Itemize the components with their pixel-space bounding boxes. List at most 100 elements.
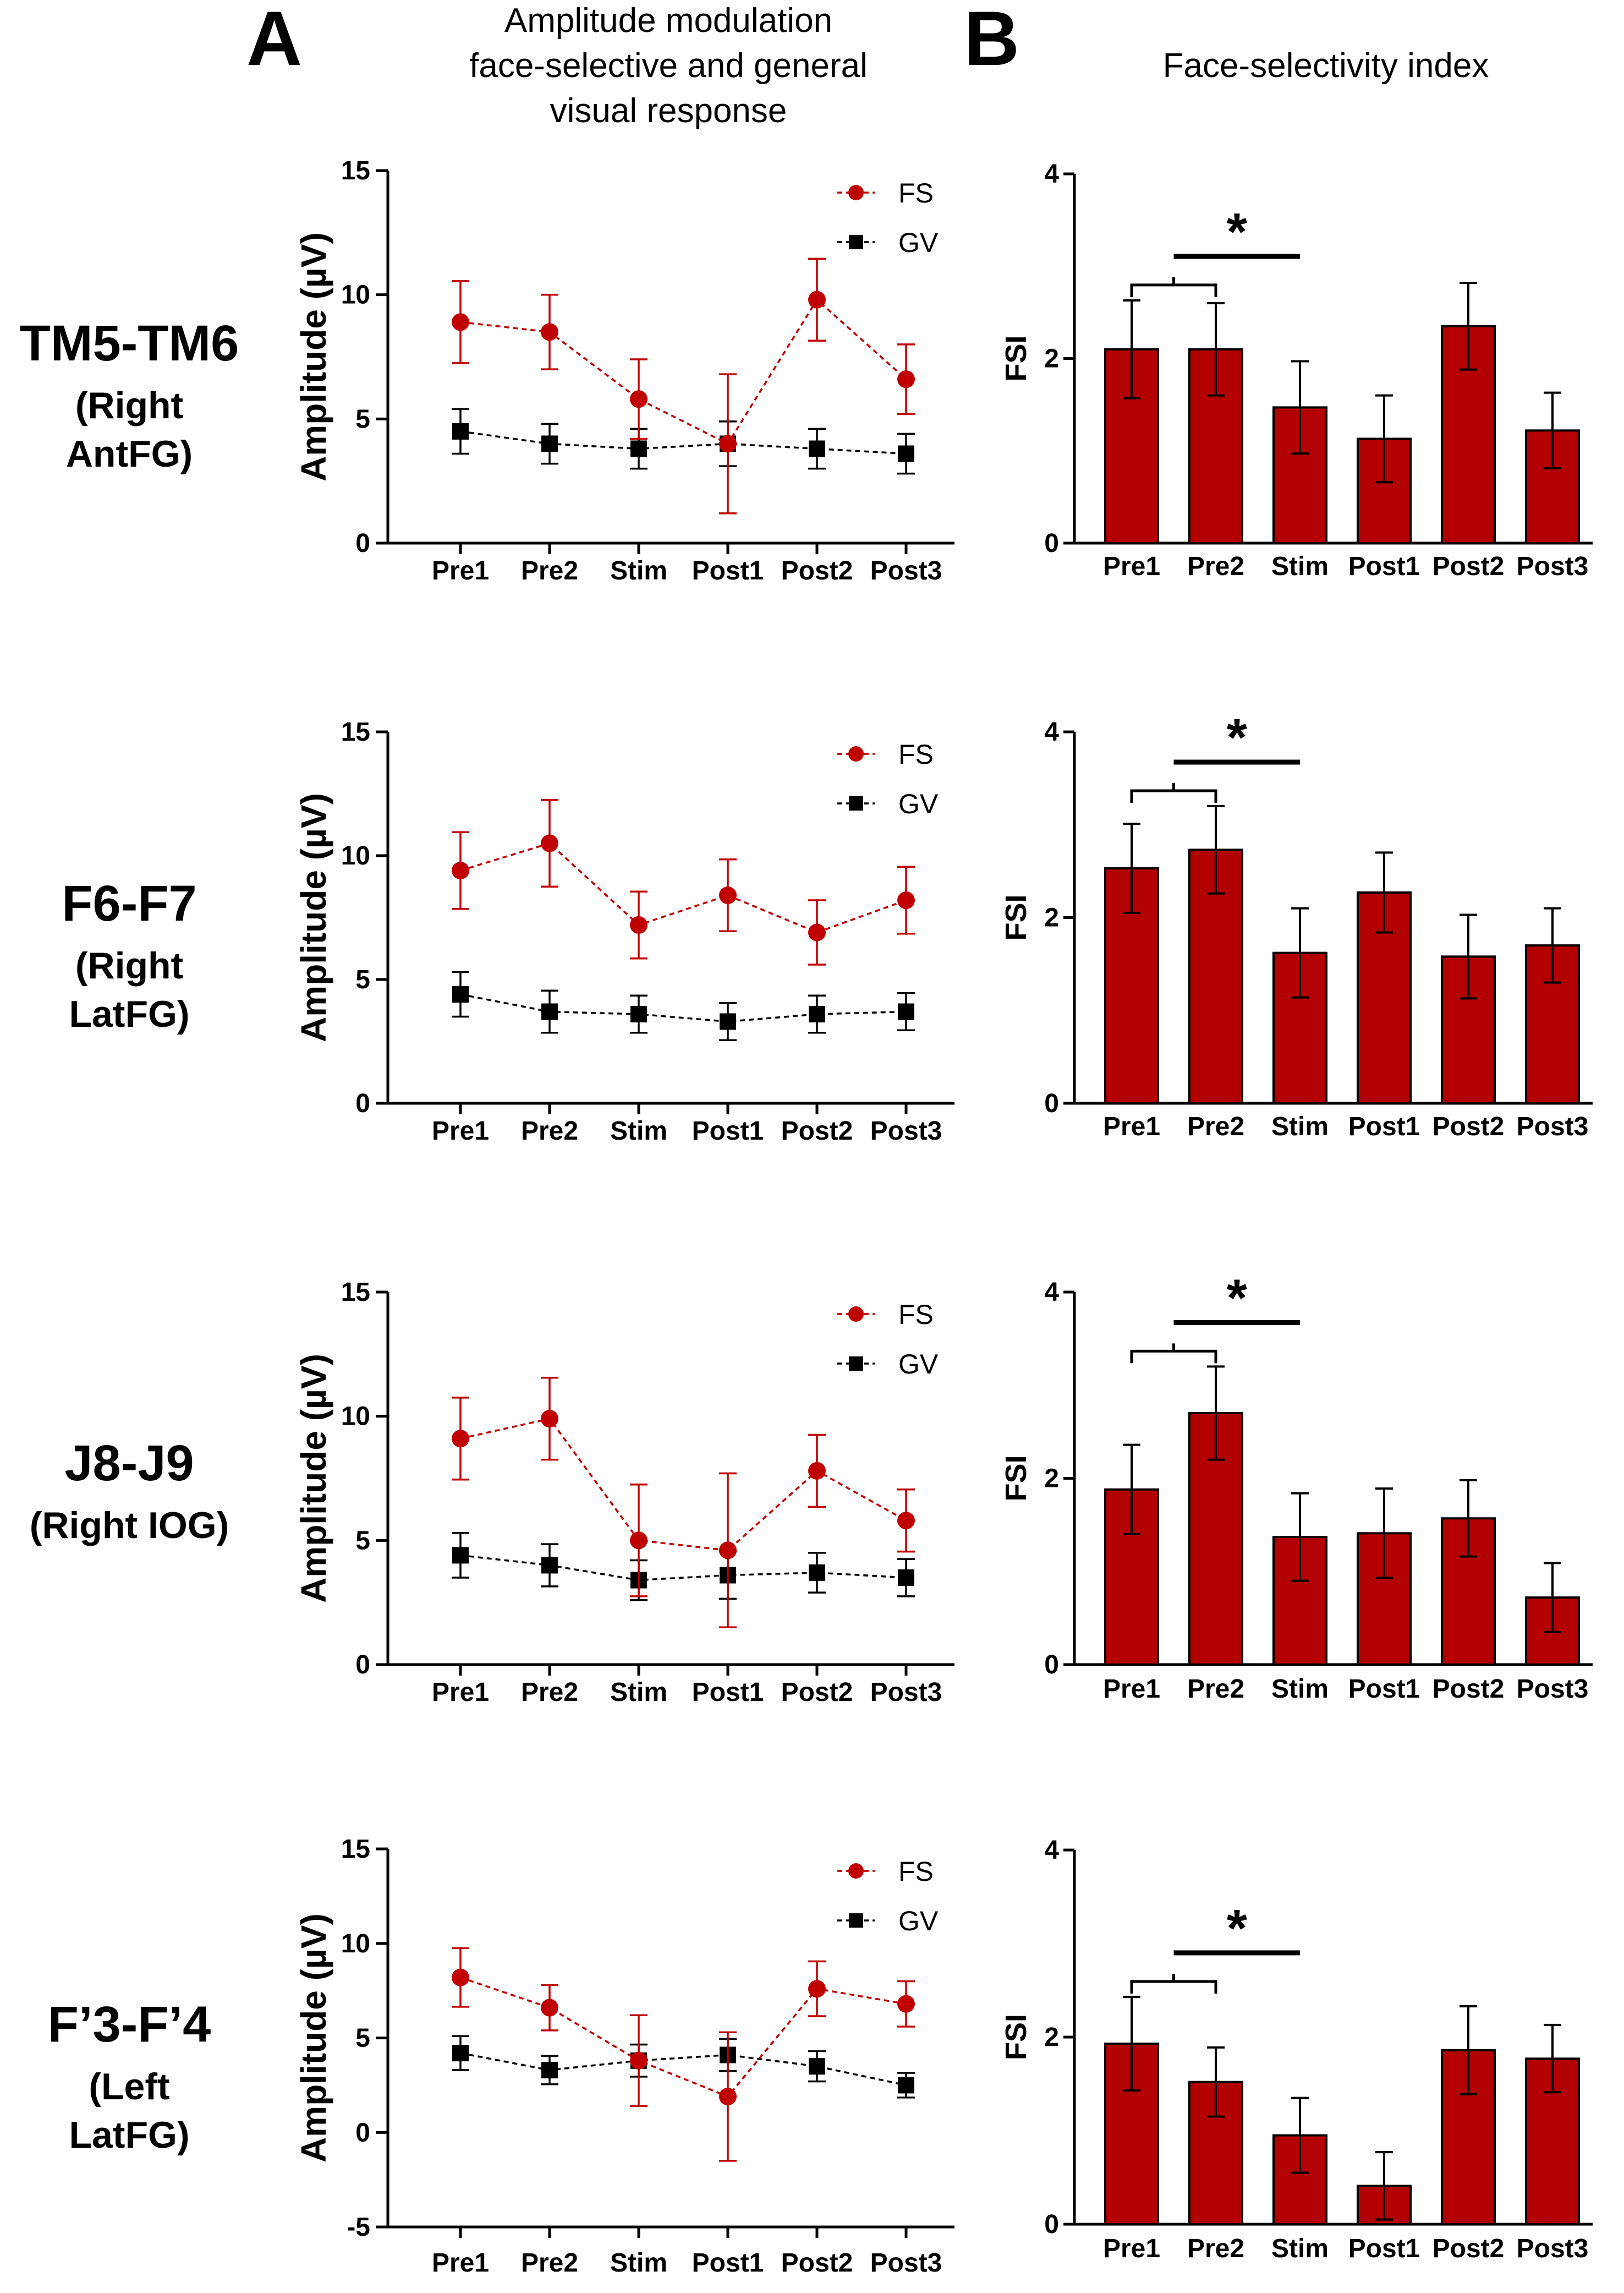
data-point-gv [630, 1006, 647, 1022]
y-tick-label: 10 [341, 1402, 370, 1431]
x-tick-label: Pre2 [521, 1117, 578, 1146]
data-point-fs [808, 923, 826, 942]
fsi-x-tick-label: Post3 [1517, 1674, 1589, 1704]
fsi-x-tick-label: Post1 [1348, 2234, 1420, 2263]
fsi-y-tick-label: 2 [1044, 904, 1059, 933]
y-tick-label: 5 [355, 965, 370, 994]
data-point-gv [452, 1547, 469, 1564]
fsi-y-tick-label: 4 [1044, 1278, 1059, 1307]
legend-label-gv: GV [898, 1349, 939, 1380]
series-line-fs [460, 842, 907, 934]
data-point-fs [630, 390, 648, 408]
data-point-fs [452, 1968, 469, 1986]
y-tick-label: 5 [355, 2024, 370, 2053]
data-point-fs [719, 2087, 737, 2105]
fsi-x-tick-label: Pre1 [1103, 552, 1160, 581]
legend-marker-fs [848, 1863, 864, 1879]
fsi-y-axis-label: FSI [1000, 894, 1033, 940]
data-point-gv [809, 1564, 825, 1581]
legend-marker-fs [848, 1306, 864, 1322]
row-title: TM5-TM6 [20, 315, 239, 371]
fsi-y-tick-label: 4 [1044, 160, 1059, 189]
x-tick-label: Stim [610, 1678, 667, 1707]
y-tick-label: -5 [347, 2213, 370, 2242]
row-subtitle: LatFG) [69, 993, 189, 1035]
x-tick-label: Post1 [692, 2248, 764, 2278]
data-point-fs [630, 2051, 648, 2070]
data-point-gv [720, 1013, 736, 1030]
data-point-gv [898, 1569, 914, 1586]
x-tick-label: Stim [610, 1117, 667, 1146]
fsi-x-tick-label: Pre1 [1103, 1674, 1160, 1704]
legend-marker-fs [848, 185, 864, 200]
x-tick-label: Post1 [692, 1678, 764, 1707]
y-axis-label: Amplitude (µV) [294, 793, 333, 1042]
y-axis-label: Amplitude (µV) [294, 1913, 333, 2163]
fsi-y-tick-label: 2 [1044, 2023, 1059, 2052]
fsi-y-tick-label: 4 [1044, 718, 1059, 747]
fsi-bar [1272, 2134, 1327, 2225]
x-tick-label: Pre2 [521, 1678, 578, 1707]
row-subtitle: (Right IOG) [30, 1504, 229, 1546]
series-line-gv [460, 2052, 907, 2087]
legend-label-gv: GV [898, 789, 939, 819]
data-point-gv [541, 2061, 558, 2078]
data-point-fs [719, 886, 737, 904]
significance-star: * [1227, 1268, 1248, 1327]
fsi-x-tick-label: Post3 [1517, 1112, 1589, 1141]
y-tick-label: 0 [355, 2118, 370, 2147]
series-line-fs [460, 1976, 907, 2098]
data-point-fs [808, 1462, 826, 1480]
x-tick-label: Stim [610, 556, 667, 585]
series-line-gv [460, 430, 907, 455]
data-point-gv [630, 440, 647, 457]
x-tick-label: Post3 [870, 2248, 942, 2278]
row-title: J8-J9 [64, 1435, 194, 1491]
data-point-fs [719, 435, 737, 453]
legend-label-fs: FS [898, 1856, 934, 1887]
data-point-gv [898, 445, 914, 462]
fsi-x-tick-label: Post2 [1433, 1674, 1505, 1704]
legend-marker-gv [849, 1913, 863, 1928]
fsi-y-tick-label: 0 [1044, 529, 1059, 558]
y-tick-label: 15 [341, 718, 370, 747]
legend-marker-fs [848, 746, 864, 762]
x-tick-label: Pre2 [521, 556, 578, 585]
fsi-x-tick-label: Pre2 [1187, 552, 1244, 581]
data-point-fs [630, 916, 648, 934]
fsi-x-tick-label: Pre2 [1187, 1674, 1244, 1704]
y-axis-label: Amplitude (µV) [294, 1354, 333, 1603]
legend-label-gv: GV [898, 227, 939, 258]
legend-label-fs: FS [898, 1299, 934, 1330]
data-point-fs [808, 1980, 826, 1998]
data-point-fs [897, 1995, 915, 2013]
row-subtitle: (Left [89, 2066, 169, 2108]
fsi-x-tick-label: Post1 [1348, 552, 1420, 581]
y-axis-label: Amplitude (µV) [294, 232, 333, 481]
charts-layer: TM5-TM6 (Right AntFG) 0 5 10 15 Pre1 Pre2 Stim Pos… [20, 156, 1593, 2278]
data-point-gv [809, 2058, 825, 2075]
y-tick-label: 0 [355, 529, 370, 558]
data-point-fs [541, 323, 558, 341]
y-tick-label: 0 [355, 1650, 370, 1679]
fsi-x-tick-label: Post3 [1517, 2234, 1589, 2263]
data-point-gv [809, 440, 825, 457]
fsi-x-tick-label: Stim [1271, 2234, 1329, 2263]
data-point-fs [897, 1512, 915, 1530]
x-tick-label: Stim [610, 2248, 667, 2278]
data-point-fs [541, 1999, 558, 2017]
fsi-x-tick-label: Post1 [1348, 1674, 1420, 1704]
y-tick-label: 5 [355, 1526, 370, 1555]
y-tick-label: 10 [341, 841, 370, 871]
data-point-fs [541, 834, 558, 852]
legend-marker-gv [849, 796, 863, 811]
fsi-x-tick-label: Post2 [1433, 552, 1505, 581]
x-tick-label: Pre2 [521, 2248, 578, 2278]
fsi-y-axis-label: FSI [1000, 1455, 1033, 1501]
fsi-x-tick-label: Stim [1271, 1112, 1329, 1141]
significance-bracket-group [1130, 1980, 1217, 1994]
data-point-fs [452, 862, 469, 879]
y-tick-label: 10 [341, 281, 370, 310]
y-tick-label: 0 [355, 1089, 370, 1118]
data-point-fs [808, 291, 826, 309]
